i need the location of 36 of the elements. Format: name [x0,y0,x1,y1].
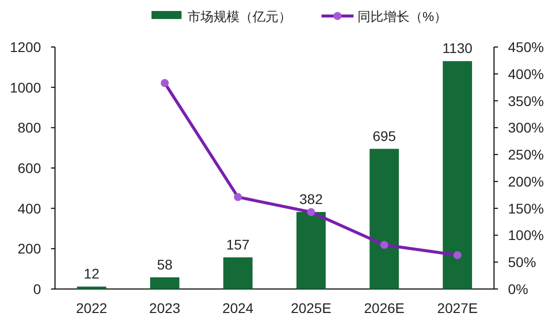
bar [442,61,472,289]
data-label: 157 [226,236,250,252]
y2-tick-label: 450% [508,39,544,55]
y2-tick-label: 400% [508,66,544,82]
y-tick-label: 800 [18,120,42,136]
x-tick-label: 2024 [222,300,254,316]
legend-label: 市场规模（亿元） [188,9,292,24]
y-tick-label: 1000 [10,79,42,96]
y2-tick-label: 50% [508,254,536,270]
y-tick-label: 400 [18,200,42,216]
bar [150,277,180,289]
legend-label: 同比增长（%） [358,9,448,24]
bar [370,148,399,289]
x-tick-label: 2022 [76,300,108,316]
data-label: 1130 [442,40,473,56]
x-tick-label: 2023 [149,300,181,316]
x-tick-label: 2025E [290,300,332,316]
data-label: 695 [372,128,396,144]
bar [296,212,326,289]
y-tick-label: 1200 [10,39,42,55]
data-label: 382 [299,190,323,207]
y2-tick-label: 200% [508,173,544,190]
x-tick-label: 2027E [437,300,478,316]
data-label: 58 [156,256,173,272]
y-tick-label: 200 [18,240,42,257]
data-label: 12 [84,266,100,282]
y2-tick-label: 300% [508,120,544,136]
y2-tick-label: 100% [508,227,544,244]
y2-tick-label: 0% [508,281,528,297]
y-tick-label: 0 [33,281,42,297]
y2-tick-label: 350% [508,92,544,109]
x-tick-label: 2026E [364,300,404,316]
y2-tick-label: 250% [508,146,544,163]
y2-tick-label: 150% [508,200,544,216]
bar [223,257,253,289]
y-tick-label: 600 [18,160,42,176]
